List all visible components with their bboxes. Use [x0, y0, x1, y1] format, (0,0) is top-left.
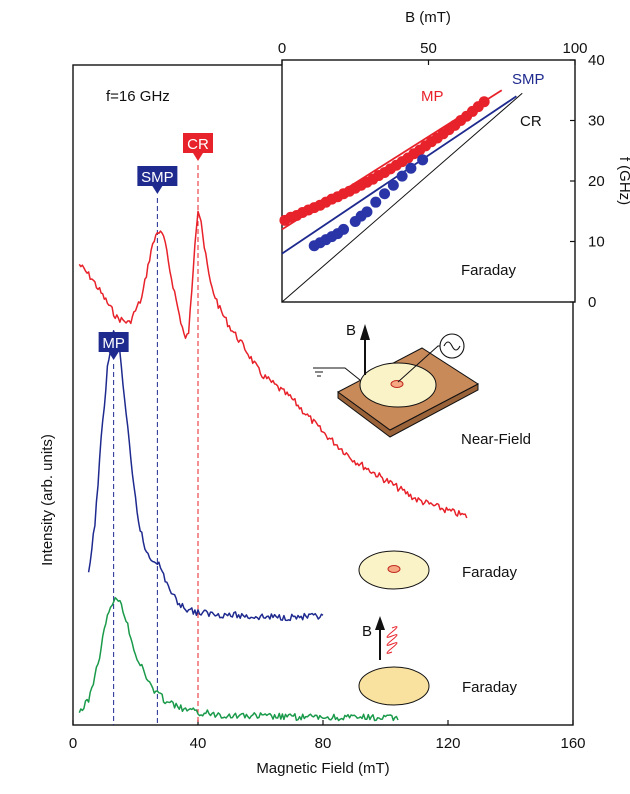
main-x-ticks: 0 40 80 120 160	[69, 720, 586, 752]
series-label-faraday-disk: Faraday	[462, 679, 518, 696]
sine-wave-icon	[443, 341, 461, 351]
disk-icon	[358, 666, 430, 706]
x-tick-label: 0	[69, 735, 77, 752]
peak-flag-cr	[183, 133, 213, 153]
b-field-arrowhead	[360, 324, 370, 340]
inset-annotation: Faraday	[461, 262, 517, 279]
inset-plot-frame	[281, 59, 576, 303]
ring-center-icon	[387, 565, 401, 573]
disk-schematic: B	[358, 616, 430, 706]
inset-ticks: 0 50 100 0 10 20 30 40	[278, 40, 605, 311]
ring-schematic	[358, 550, 430, 590]
inset-x-tick-label: 50	[420, 40, 437, 57]
series-line-2	[78, 596, 399, 722]
data-point-smp	[338, 223, 350, 235]
data-point-smp	[361, 206, 373, 218]
inset-x-axis-label: B (mT)	[405, 9, 451, 26]
b-field-arrowhead	[375, 616, 385, 630]
b-field-label: B	[346, 322, 356, 339]
ring-center-icon	[390, 380, 404, 388]
inset-x-tick-label: 100	[562, 40, 587, 57]
peak-label-cr: CR	[187, 136, 209, 153]
ground-icon	[313, 367, 325, 377]
data-point-smp	[370, 196, 382, 208]
data-point-smp	[417, 154, 429, 166]
inset-legend-mp: MP	[421, 88, 444, 105]
data-point-mp	[478, 96, 490, 108]
inset-y-axis-label: f (GHz)	[616, 157, 630, 205]
main-y-axis-label: Intensity (arb. units)	[39, 434, 56, 566]
x-tick-label: 160	[560, 735, 585, 752]
data-point-smp	[379, 188, 391, 200]
series-line-0	[78, 210, 468, 519]
b-field-label: B	[362, 623, 372, 640]
x-tick-label: 80	[315, 735, 332, 752]
microwave-wave-icon	[386, 626, 398, 654]
x-tick-label: 40	[190, 735, 207, 752]
inset-points	[279, 96, 490, 252]
peak-flag-smp	[137, 166, 178, 186]
inset-x-tick-label: 0	[278, 40, 286, 57]
inset-legend-cr: CR	[520, 113, 542, 130]
main-plot: 0 40 80 120 160 Magnetic Field (mT) Intensit…	[39, 64, 586, 777]
peak-label-smp: SMP	[141, 169, 174, 186]
series-label-faraday-ring: Faraday	[462, 564, 518, 581]
wire-left	[319, 367, 361, 381]
near-field-schematic: B	[313, 322, 479, 438]
peak-label-mp: MP	[102, 335, 125, 352]
series-line-1	[87, 330, 324, 622]
main-x-axis-label: Magnetic Field (mT)	[256, 760, 389, 777]
inset-y-tick-label: 30	[588, 113, 605, 130]
peak-flag-mp	[98, 332, 129, 352]
peak-markers: SMP CR MP	[98, 133, 213, 360]
peak-flag-pointer	[108, 352, 119, 360]
peak-guide-lines	[113, 165, 199, 725]
frequency-annotation: f=16 GHz	[106, 88, 170, 105]
peak-flag-pointer	[152, 186, 163, 194]
inset-legend-smp: SMP	[512, 71, 545, 88]
series-label-near-field: Near-Field	[461, 431, 531, 448]
data-point-smp	[396, 170, 408, 182]
data-point-smp	[405, 162, 417, 174]
peak-flag-pointer	[193, 153, 203, 161]
main-series	[78, 210, 468, 722]
inset-plot: 0 50 100 0 10 20 30 40 B (mT) f (GHz) MP SMP CR…	[278, 9, 630, 311]
data-point-smp	[387, 179, 399, 191]
fit-line-cr	[281, 92, 523, 303]
inset-y-tick-label: 40	[588, 52, 605, 69]
x-tick-label: 120	[435, 735, 460, 752]
inset-y-tick-label: 10	[588, 234, 605, 251]
inset-y-tick-label: 0	[588, 294, 596, 311]
inset-y-tick-label: 20	[588, 173, 605, 190]
